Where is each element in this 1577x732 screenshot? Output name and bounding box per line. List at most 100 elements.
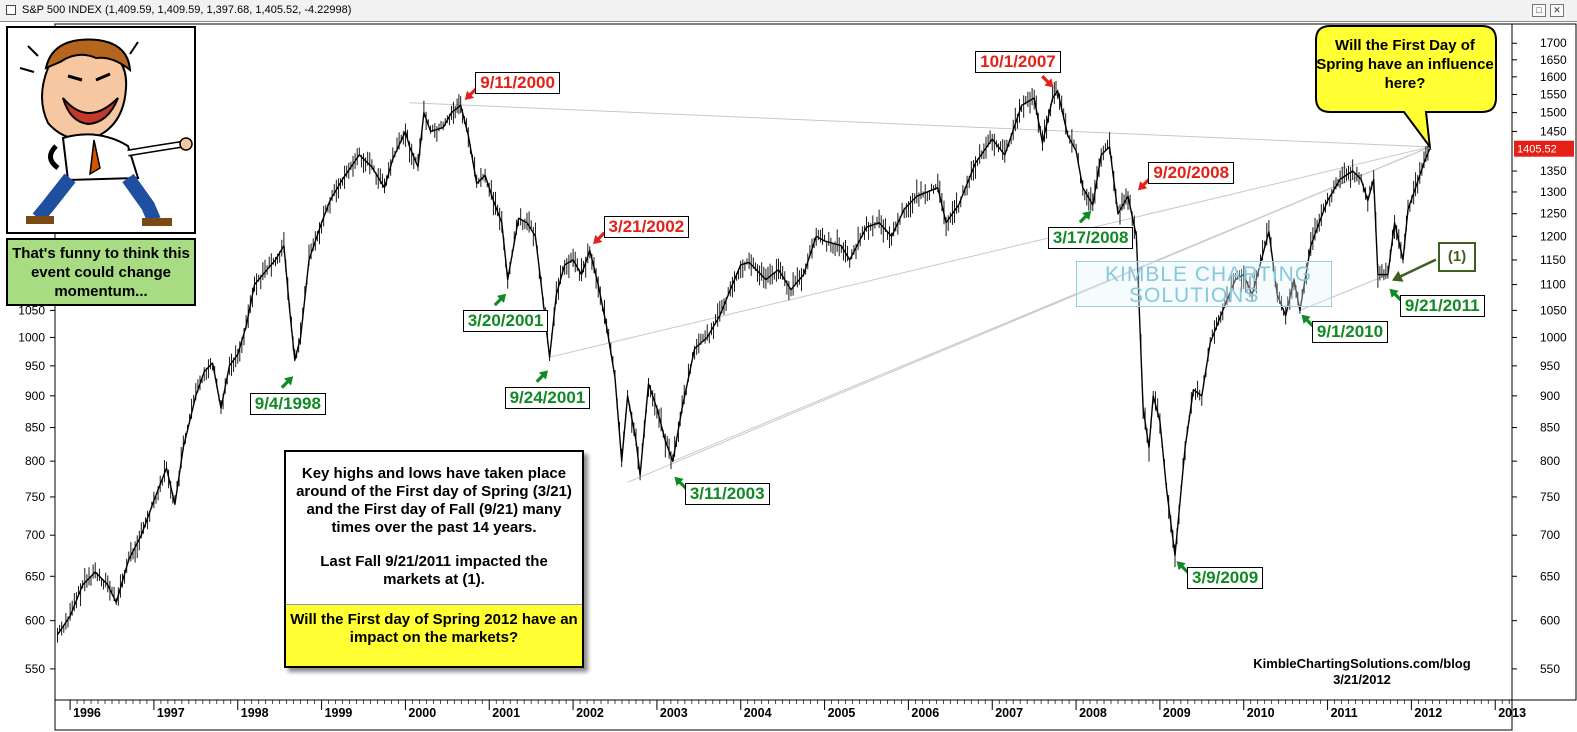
- info-question: Will the First day of Spring 2012 have a…: [286, 604, 582, 666]
- x-tick-label: 2012: [1414, 706, 1442, 720]
- x-tick-label: 2013: [1498, 706, 1526, 720]
- price-bars: [57, 81, 1429, 643]
- speech-bubble-text: Will the First Day of Spring have an inf…: [1316, 37, 1494, 92]
- y-tick-label-left: 950: [25, 359, 45, 373]
- x-tick-label: 2000: [408, 706, 436, 720]
- annotation-arrowhead: [464, 90, 475, 101]
- annotation-arrowhead: [674, 476, 684, 486]
- y-tick-label-right: 1250: [1540, 207, 1567, 221]
- y-tick-label-right: 800: [1540, 454, 1560, 468]
- y-tick-label-right: 1350: [1540, 164, 1567, 178]
- y-tick-label-right: 550: [1540, 662, 1560, 676]
- footer-site: KimbleChartingSolutions.com/blog: [1253, 656, 1471, 671]
- trendline: [1147, 146, 1431, 266]
- y-tick-label-left: 1000: [18, 330, 45, 344]
- annotation-arrowhead: [496, 293, 507, 303]
- annotation-label: 3/21/2002: [603, 215, 690, 238]
- cartoon-panel: [6, 26, 196, 234]
- y-tick-label-left: 800: [25, 454, 45, 468]
- restore-button[interactable]: □: [1532, 4, 1546, 17]
- watermark-text: KIMBLE CHARTING SOLUTIONS: [1105, 264, 1312, 306]
- annotation-label: 3/9/2009: [1186, 567, 1264, 590]
- annotation-label: (1): [1437, 241, 1477, 272]
- y-tick-label-left: 700: [25, 528, 45, 542]
- y-tick-label-left: 750: [25, 490, 45, 504]
- y-tick-label-left: 1050: [18, 303, 45, 317]
- y-tick-label-right: 1600: [1540, 70, 1567, 84]
- x-tick-label: 1999: [325, 706, 353, 720]
- annotation-arrowhead: [283, 376, 294, 386]
- y-tick-label-right: 950: [1540, 359, 1560, 373]
- annotation-label: 10/1/2007: [975, 51, 1061, 74]
- laughing-man-icon: [19, 38, 193, 226]
- annotation-label: 9/21/2011: [1399, 295, 1485, 318]
- y-tick-label-left: 900: [25, 389, 45, 403]
- y-tick-label-left: 550: [25, 662, 45, 676]
- y-tick-label-right: 700: [1540, 528, 1560, 542]
- annotation-arrowhead: [1138, 181, 1148, 191]
- window-titlebar: S&P 500 INDEX (1,409.59, 1,409.59, 1,397…: [0, 0, 1577, 22]
- y-tick-label-right: 600: [1540, 614, 1560, 628]
- y-tick-label-right: 1450: [1540, 124, 1567, 138]
- annotation-label: 9/24/2001: [504, 386, 591, 409]
- trendline: [409, 102, 1430, 148]
- funny-note: That's funny to think this event could c…: [6, 238, 196, 306]
- footer-credit: KimbleChartingSolutions.com/blog 3/21/20…: [1226, 656, 1498, 688]
- x-tick-label: 2011: [1331, 706, 1358, 720]
- annotation-arrowhead: [1391, 270, 1404, 282]
- chart-title: S&P 500 INDEX (1,409.59, 1,409.59, 1,397…: [22, 4, 352, 16]
- y-tick-label-right: 1500: [1540, 106, 1567, 120]
- chart-type-icon: [6, 5, 16, 15]
- annotation-label: 9/11/2000: [475, 71, 560, 94]
- annotation-arrow: [1397, 258, 1437, 279]
- annotation-arrowhead: [1176, 561, 1186, 571]
- y-tick-label-right: 1000: [1540, 330, 1567, 344]
- annotation-label: 3/17/2008: [1047, 227, 1134, 250]
- annotation-label: 9/1/2010: [1311, 321, 1389, 344]
- y-tick-label-right: 1700: [1540, 36, 1567, 50]
- annotation-arrowhead: [1044, 78, 1054, 88]
- x-tick-label: 1997: [157, 706, 185, 720]
- x-tick-label: 2005: [828, 706, 856, 720]
- x-tick-label: 1996: [73, 706, 101, 720]
- y-tick-label-right: 900: [1540, 389, 1560, 403]
- x-tick-label: 1998: [241, 706, 269, 720]
- y-tick-label-right: 1550: [1540, 87, 1567, 101]
- x-tick-label: 2010: [1247, 706, 1275, 720]
- watermark-line1: KIMBLE CHARTING: [1105, 263, 1313, 286]
- y-tick-label-right: 750: [1540, 490, 1560, 504]
- x-tick-label: 2004: [744, 706, 772, 720]
- x-tick-label: 2002: [576, 706, 604, 720]
- trendline: [549, 146, 1430, 358]
- annotation-label: 9/20/2008: [1148, 161, 1235, 184]
- x-tick-label: 2003: [660, 706, 688, 720]
- annotation-arrowhead: [538, 370, 549, 380]
- annotation-label: 3/11/2003: [684, 483, 770, 506]
- watermark-logo: KIMBLE CHARTING SOLUTIONS: [1076, 261, 1332, 307]
- last-value-label: 1405.52: [1517, 144, 1557, 156]
- y-tick-label-left: 850: [25, 421, 45, 435]
- plot-frame: [54, 23, 1513, 701]
- trendline: [1299, 274, 1389, 311]
- bottom-axis-strip: [54, 699, 1513, 731]
- annotation-arrowhead: [593, 234, 603, 245]
- y-tick-label-right: 1050: [1540, 303, 1567, 317]
- annotation-label: 3/20/2001: [462, 310, 549, 333]
- speech-bubble: [1315, 25, 1497, 151]
- y-tick-label-right: 1150: [1540, 253, 1566, 267]
- annotation-label: 9/4/1998: [249, 392, 326, 415]
- x-tick-label: 2006: [911, 706, 939, 720]
- right-axis-strip: [1511, 23, 1577, 701]
- last-value-tag: [1514, 140, 1574, 157]
- y-tick-label-right: 1300: [1540, 185, 1567, 199]
- y-tick-label-right: 850: [1540, 421, 1560, 435]
- annotation-arrowhead: [1389, 288, 1399, 298]
- close-button[interactable]: ✕: [1550, 4, 1564, 17]
- y-tick-label-right: 1650: [1540, 53, 1567, 67]
- y-tick-label-right: 650: [1540, 569, 1560, 583]
- y-tick-label-right: 1100: [1540, 278, 1566, 292]
- annotation-arrowhead: [1082, 210, 1092, 221]
- y-tick-label-right: 1200: [1540, 229, 1567, 243]
- info-paragraph-1: Key highs and lows have taken place arou…: [296, 465, 572, 536]
